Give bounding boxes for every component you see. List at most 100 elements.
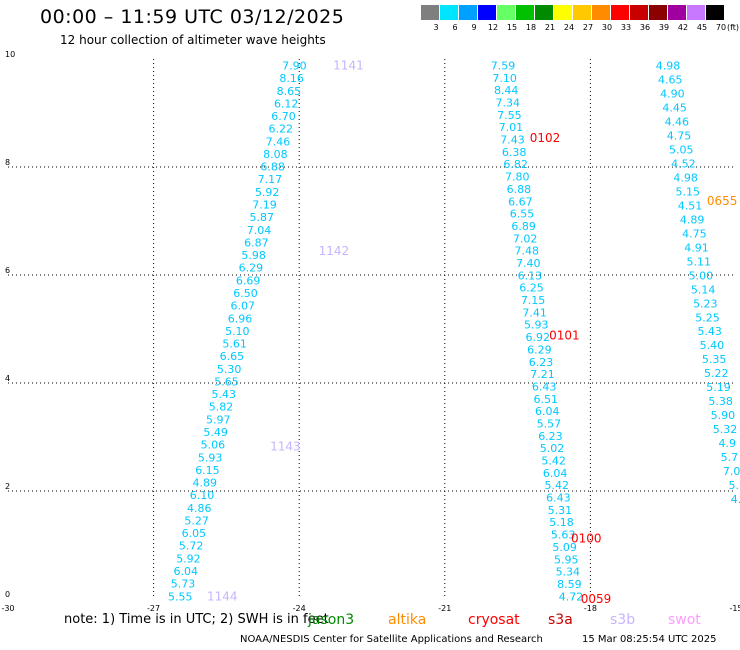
wave-height-value: 5.10: [225, 325, 250, 338]
wave-height-value: 7.02: [513, 232, 538, 245]
colorbar-swatch: [706, 5, 724, 20]
colorbar-label: 45: [696, 23, 708, 32]
wave-height-value: 5.95: [554, 553, 579, 566]
wave-height-value: 5.38: [708, 395, 733, 408]
colorbar-swatch: [573, 5, 591, 20]
wave-height-value: 6.50: [233, 287, 258, 300]
colorbar-label: 24: [563, 23, 575, 32]
wave-height-value: 5.93: [198, 451, 223, 464]
colorbar-label: 21: [544, 23, 556, 32]
satellite-s3a: s3a: [548, 612, 573, 628]
wave-height-value: 4.90: [660, 87, 685, 100]
wave-height-value: 6.23: [538, 430, 563, 443]
wave-height-value: 6.12: [274, 97, 299, 110]
wave-height-value: 6.04: [543, 467, 568, 480]
wave-height-value: 7.10: [492, 72, 517, 85]
pass-time-label: 0100: [571, 532, 602, 546]
y-tick-label: 4: [5, 374, 10, 383]
wave-height-value: 5.82: [209, 401, 234, 414]
generation-timestamp: 15 Mar 08:25:54 UTC 2025: [582, 634, 717, 645]
wave-height-value: 5.93: [524, 319, 549, 332]
satellite-s3b: s3b: [610, 612, 636, 628]
wave-height-value: 5.87: [250, 211, 275, 224]
wave-height-value: 6.10: [190, 489, 215, 502]
wave-height-value: 6.82: [503, 158, 528, 171]
x-tick-label: -15: [729, 604, 740, 613]
colorbar-swatch: [592, 5, 610, 20]
wave-height-value: 5.15: [676, 185, 701, 198]
colorbar-swatch: [478, 5, 496, 20]
wave-height-value: 5.40: [700, 339, 725, 352]
wave-height-value: 6.89: [511, 220, 536, 233]
colorbar-unit: (ft): [726, 23, 740, 32]
pass-time-label: 1143: [270, 440, 301, 454]
colorbar-label: 33: [620, 23, 632, 32]
colorbar-swatch: [611, 5, 629, 20]
wave-height-value: 5.65: [214, 375, 239, 388]
wave-height-value: 7.59: [491, 59, 516, 72]
colorbar-swatch: [440, 5, 458, 20]
colorbar-swatch: [554, 5, 572, 20]
wave-height-value: 4.98: [673, 171, 698, 184]
colorbar-label: 9: [471, 23, 477, 32]
wave-height-value: 5.92: [255, 186, 280, 199]
wave-height-value: 7.40: [516, 257, 541, 270]
wave-height-value: 7.15: [521, 294, 546, 307]
colorbar-swatch: [649, 5, 667, 20]
wave-height-value: 5.18: [549, 516, 574, 529]
wave-height-value: 4.65: [658, 73, 683, 86]
chart-title: 00:00 – 11:59 UTC 03/12/2025: [40, 6, 345, 28]
wave-height-value: 4.89: [192, 477, 217, 490]
wave-height-value: 6.25: [519, 282, 544, 295]
wave-height-value: 7.41: [522, 306, 547, 319]
wave-height-value: 6.05: [182, 527, 207, 540]
wave-height-value: 6.13: [518, 269, 543, 282]
wave-height-value: 6.96: [228, 312, 253, 325]
wave-height-value: 5.06: [201, 439, 226, 452]
wave-height-value: 6.92: [526, 331, 551, 344]
wave-height-value: 5.42: [545, 479, 570, 492]
chart-subtitle: 12 hour collection of altimeter wave hei…: [60, 33, 326, 47]
wave-height-value: 4.89: [680, 213, 705, 226]
colorbar-swatch: [459, 5, 477, 20]
satellite-altika: altika: [388, 612, 427, 628]
x-tick-label: -30: [1, 604, 14, 613]
wave-height-value: 5.02: [540, 442, 565, 455]
wave-height-value: 5.61: [222, 338, 247, 351]
wave-height-value: 4.72: [559, 590, 584, 603]
wave-height-value: 7.55: [497, 109, 522, 122]
colorbar-label: 42: [677, 23, 689, 32]
wave-height-value: 5.97: [206, 413, 231, 426]
wave-height-value: 6.07: [231, 300, 256, 313]
wave-height-value: 5.: [729, 479, 740, 492]
credit-line: NOAA/NESDIS Center for Satellite Applica…: [240, 634, 543, 645]
wave-height-value: 5.92: [176, 552, 201, 565]
colorbar-swatch: [497, 5, 515, 20]
wave-height-value: 5.55: [168, 590, 193, 603]
pass-time-label: 1144: [207, 589, 238, 603]
wave-height-value: 8.44: [494, 84, 519, 97]
wave-height-value: 5.11: [686, 255, 711, 268]
colorbar-label: 6: [452, 23, 458, 32]
wave-height-value: 5.57: [537, 417, 562, 430]
pass-time-label: 1141: [333, 58, 364, 72]
wave-height-value: 7.48: [514, 245, 539, 258]
wave-height-value: 6.15: [195, 464, 220, 477]
colorbar-swatch: [516, 5, 534, 20]
wave-height-value: 8.65: [277, 85, 302, 98]
satellite-jason3: jason3: [308, 612, 355, 628]
colorbar-label: 15: [506, 23, 518, 32]
wave-height-value: 5.43: [211, 388, 236, 401]
pass-time-label: 0059: [581, 592, 612, 606]
wave-height-value: 6.69: [236, 274, 261, 287]
wave-height-value: 4.46: [665, 115, 690, 128]
colorbar-swatch: [630, 5, 648, 20]
wave-height-value: 7.90: [282, 59, 307, 72]
y-tick-label: 10: [5, 50, 15, 59]
wave-height-value: 6.04: [535, 405, 560, 418]
wave-height-value: 4.45: [662, 101, 687, 114]
colorbar-swatch: [421, 5, 439, 20]
colorbar-label: 70: [715, 23, 727, 32]
wave-height-value: 5.23: [693, 297, 718, 310]
x-tick-label: -27: [147, 604, 160, 613]
